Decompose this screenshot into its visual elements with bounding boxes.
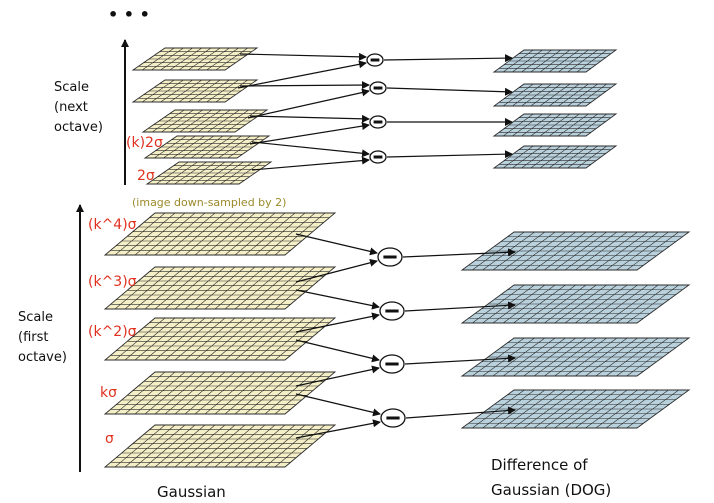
first-octave-gaussian-layer (103, 317, 337, 361)
connector-arrows (237, 52, 516, 439)
first-octave-gaussian-to-op-arrow (295, 312, 380, 333)
next-octave-gaussian-to-op-arrow (239, 52, 367, 61)
next-octave-dog-layer (492, 113, 618, 137)
layer-stacks (103, 47, 691, 468)
first-octave-gaussian-layer (103, 212, 337, 256)
level-label-sigma: σ (105, 431, 114, 447)
first-octave-axis-label: Scale (first octave) (18, 310, 67, 365)
next-octave-dog-layer (492, 145, 618, 169)
next-octave-axis-label: Scale (next octave) (54, 80, 103, 135)
first-octave-dog-layer (460, 284, 691, 324)
level-label-k-sigma: kσ (100, 385, 117, 401)
next-octave-gaussian-layer (145, 161, 273, 185)
first-octave-op-to-dog-arrow (405, 406, 516, 419)
next-octave-gaussian-to-op-arrow (247, 88, 370, 119)
next-octave-gaussian-layer (131, 79, 259, 103)
first-octave-gaussian-to-op-arrow (295, 339, 380, 363)
subtract-operator (369, 81, 387, 95)
first-octave-gaussian-layer (103, 266, 337, 310)
next-octave-gaussian-layer (131, 47, 259, 71)
next-octave-op-to-dog-arrow (386, 150, 513, 159)
next-octave-gaussian-to-op-arrow (249, 122, 370, 145)
level-label-2sigma: 2σ (137, 168, 155, 184)
first-octave-gaussian-layer (103, 371, 337, 415)
next-octave-op-to-dog-arrow (383, 54, 513, 63)
subtract-operator (380, 408, 406, 428)
next-octave-gaussian-to-op-arrow (237, 60, 367, 89)
next-octave-gaussian-layer (143, 135, 271, 159)
next-octave-gaussian-to-op-arrow (239, 81, 370, 90)
subtract-operator (379, 354, 405, 374)
next-octave-dog-layer (492, 83, 618, 107)
first-octave-gaussian-to-op-arrow (295, 393, 381, 417)
first-octave-dog-layer (460, 337, 691, 377)
first-octave-gaussian-to-op-arrow (295, 258, 378, 283)
next-octave-gaussian-to-op-arrow (251, 156, 370, 171)
level-label-k4-sigma: (k^4)σ (88, 217, 137, 233)
subtract-operator (377, 247, 403, 267)
dog-caption: Difference of Gaussian (DOG) (491, 456, 611, 499)
first-octave-gaussian-to-op-arrow (295, 365, 380, 387)
downsample-note: (image down-sampled by 2) (132, 196, 286, 209)
first-octave-op-to-dog-arrow (404, 301, 516, 312)
next-octave-op-to-dog-arrow (386, 87, 513, 96)
subtract-operator (369, 150, 387, 164)
first-octave-dog-layer (460, 231, 691, 271)
first-octave-gaussian-layer (103, 424, 337, 468)
subtract-operator (379, 301, 405, 321)
gaussian-caption: Gaussian (157, 483, 226, 501)
first-octave-dog-layer (460, 389, 691, 429)
next-octave-gaussian-layer (141, 109, 269, 133)
top-ellipsis: • • • (108, 5, 150, 24)
first-octave-op-to-dog-arrow (402, 248, 516, 258)
first-octave-op-to-dog-arrow (404, 354, 516, 365)
level-label-k-2sigma: (k)2σ (126, 135, 163, 151)
first-octave-gaussian-to-op-arrow (295, 419, 381, 439)
subtract-operator (366, 53, 384, 67)
subtract-operator (369, 115, 387, 129)
first-octave-gaussian-to-op-arrow (295, 289, 380, 310)
first-octave-gaussian-to-op-arrow (295, 233, 378, 256)
next-octave-gaussian-to-op-arrow (251, 141, 370, 158)
level-label-k3-sigma: (k^3)σ (88, 274, 137, 290)
subtract-operators (366, 53, 406, 428)
next-octave-gaussian-to-op-arrow (249, 114, 370, 123)
level-label-k2-sigma: (k^2)σ (88, 324, 137, 340)
next-octave-dog-layer (492, 49, 618, 73)
